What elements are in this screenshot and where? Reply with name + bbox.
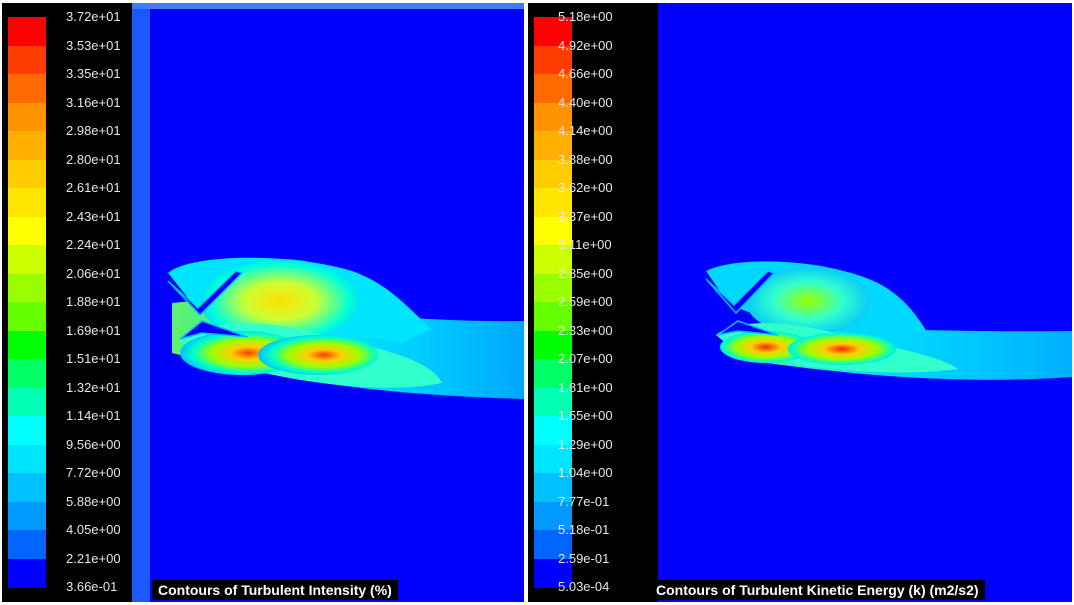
colorbar-tick-label: 3.62e+00 [558,180,613,195]
colorbar-tick-label: 1.32e+01 [66,379,121,395]
colorbar-tick-label: 1.29e+00 [558,436,613,452]
turbulent-kinetic-energy-panel: 5.18e+00 4.92e+00 4.66e+00 4.40e+00 4.14e+00… [528,3,1072,602]
colorbar-swatch [8,45,46,75]
colorbar-tick-label: 1.55e+00 [558,408,613,423]
colorbar-swatch [8,216,46,246]
colorbar-swatch [534,159,572,189]
colorbar-swatch [8,359,46,388]
colorbar-swatch [534,359,572,388]
colorbar-tick-label: 2.06e+01 [66,265,121,281]
colorbar-tick-label: 3.11e+00 [558,237,612,252]
colorbar-swatch [534,558,572,588]
colorbar-tick-label: 5.18e+00 [558,9,613,24]
colorbar-swatch [534,245,572,274]
colorbar-swatch [534,273,572,303]
turbulent-intensity-panel: 3.72e+01 3.53e+01 3.35e+01 3.16e+01 2.98e+01… [2,3,524,602]
colorbar-swatch [534,102,572,132]
colorbar-tick-label: 1.81e+00 [558,379,613,395]
colorbar-tick-label: 5.18e-01 [558,522,610,537]
colorbar-swatch [8,17,46,46]
colorbar-tick-label: 3.66e-01 [66,579,118,594]
colorbar-tick-label: 4.66e+00 [558,66,613,81]
colorbar-swatch [534,188,572,217]
colorbar-swatch [8,74,46,103]
colorbar-swatch [534,131,572,160]
colorbar-tick-label: 1.04e+00 [558,465,613,480]
contour-plot-right [658,3,1072,602]
colorbar-swatch [534,216,572,246]
colorbar-tick-label: 4.14e+00 [558,123,613,138]
colorbar-swatch [534,74,572,103]
colorbar-swatch [534,501,572,531]
colorbar-tick-label: 1.14e+01 [66,408,121,423]
colorbar-tick-label: 9.56e+00 [66,436,121,452]
colorbar-swatch [8,444,46,474]
colorbar-tick-label: 2.07e+00 [558,351,613,366]
colorbar-swatch [8,501,46,531]
colorbar-tick-label: 3.53e+01 [66,37,121,53]
colorbar-tick-label: 2.43e+01 [66,208,121,224]
colorbar-swatch [534,416,572,445]
colorbar-tick-label: 2.98e+01 [66,123,121,138]
colorbar-tick-label: 5.03e-04 [558,579,610,594]
colorbar-tick-label: 4.05e+00 [66,522,121,537]
colorbar-tick-label: 3.88e+00 [558,151,613,167]
colorbar-tick-label: 2.80e+01 [66,151,121,167]
colorbar-swatch [8,473,46,502]
colorbar-tick-label: 3.35e+01 [66,66,121,81]
colorbar-swatch [8,159,46,189]
colorbar-tick-label: 3.16e+01 [66,94,121,110]
colorbar-tick-label: 2.24e+01 [66,237,121,252]
colorbar-tick-label: 2.21e+00 [66,550,121,566]
contour-plot-left [132,3,524,602]
colorbar-swatch [534,444,572,474]
colorbar-swatch [534,330,572,360]
colorbar-tick-label: 4.92e+00 [558,37,613,53]
colorbar-swatch [8,558,46,588]
colorbar-swatch [534,302,572,331]
colorbar-swatch [8,387,46,417]
colorbar-tick-label: 5.88e+00 [66,493,121,509]
colorbar-tick-label: 2.59e+00 [558,294,613,309]
colorbar-tick-label: 1.88e+01 [66,294,121,309]
colorbar-tick-label: 3.72e+01 [66,9,121,24]
colorbar-swatch [8,131,46,160]
colorbar-tick-label: 1.51e+01 [66,351,121,366]
colorbar-swatch [534,387,572,417]
colorbar-tick-label: 2.59e-01 [558,550,610,566]
colorbar-swatch [8,188,46,217]
colorbar-swatch [534,473,572,502]
colorbar-tick-label: 3.37e+00 [558,208,613,224]
colorbar-tick-label: 1.69e+01 [66,322,121,338]
caption-right: Contours of Turbulent Kinetic Energy (k)… [650,580,985,600]
colorbar-swatch [8,273,46,303]
colorbar-swatch [8,530,46,559]
colorbar-tick-label: 7.72e+00 [66,465,121,480]
colorbar-swatch [8,330,46,360]
colorbar-swatch [8,416,46,445]
colorbar-swatch [534,17,572,46]
colorbar-swatch [8,245,46,274]
caption-left: Contours of Turbulent Intensity (%) [152,580,398,600]
colorbar-swatch [8,102,46,132]
colorbar-tick-label: 4.40e+00 [558,94,613,110]
colorbar-swatch [8,302,46,331]
colorbar-swatch [534,530,572,559]
colorbar-tick-label: 2.61e+01 [66,180,121,195]
colorbar-tick-label: 7.77e-01 [558,493,610,509]
colorbar-tick-label: 2.85e+00 [558,265,613,281]
colorbar-tick-label: 2.33e+00 [558,322,613,338]
colorbar-swatch [534,45,572,75]
